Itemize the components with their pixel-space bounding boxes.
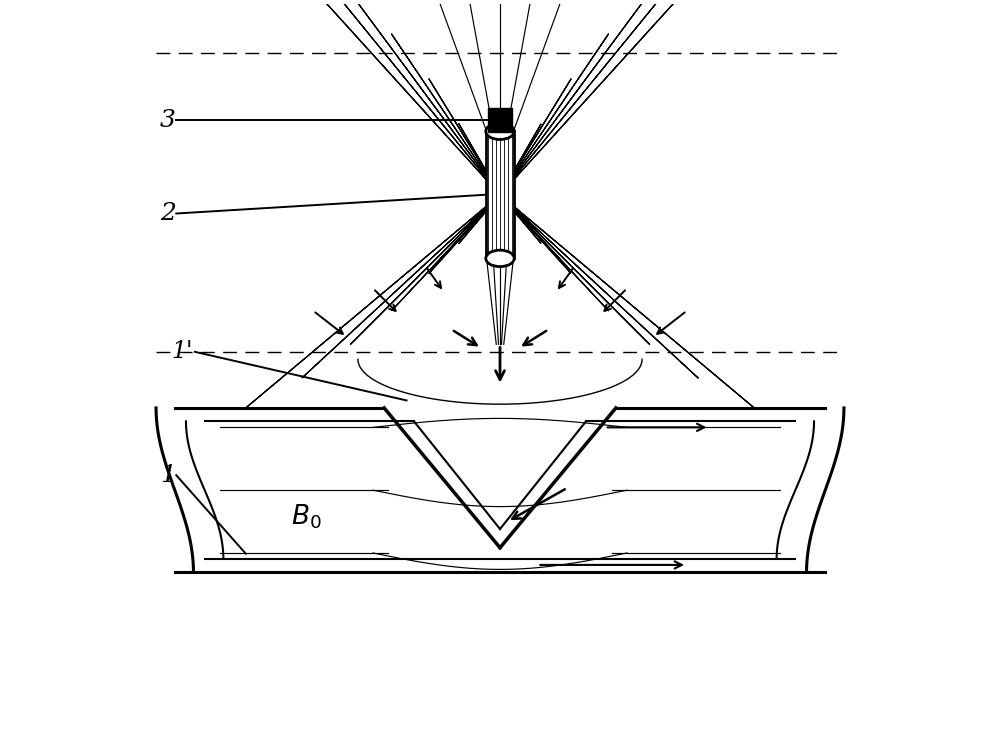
Text: 2: 2 bbox=[160, 202, 176, 225]
Text: $B_0$: $B_0$ bbox=[291, 502, 321, 531]
Ellipse shape bbox=[486, 123, 514, 140]
Text: 1: 1 bbox=[160, 463, 176, 487]
Text: 3: 3 bbox=[160, 109, 176, 132]
Bar bbox=[486, 132, 514, 259]
Bar bbox=[488, 108, 512, 132]
Text: 1': 1' bbox=[171, 340, 193, 364]
Ellipse shape bbox=[486, 250, 514, 267]
